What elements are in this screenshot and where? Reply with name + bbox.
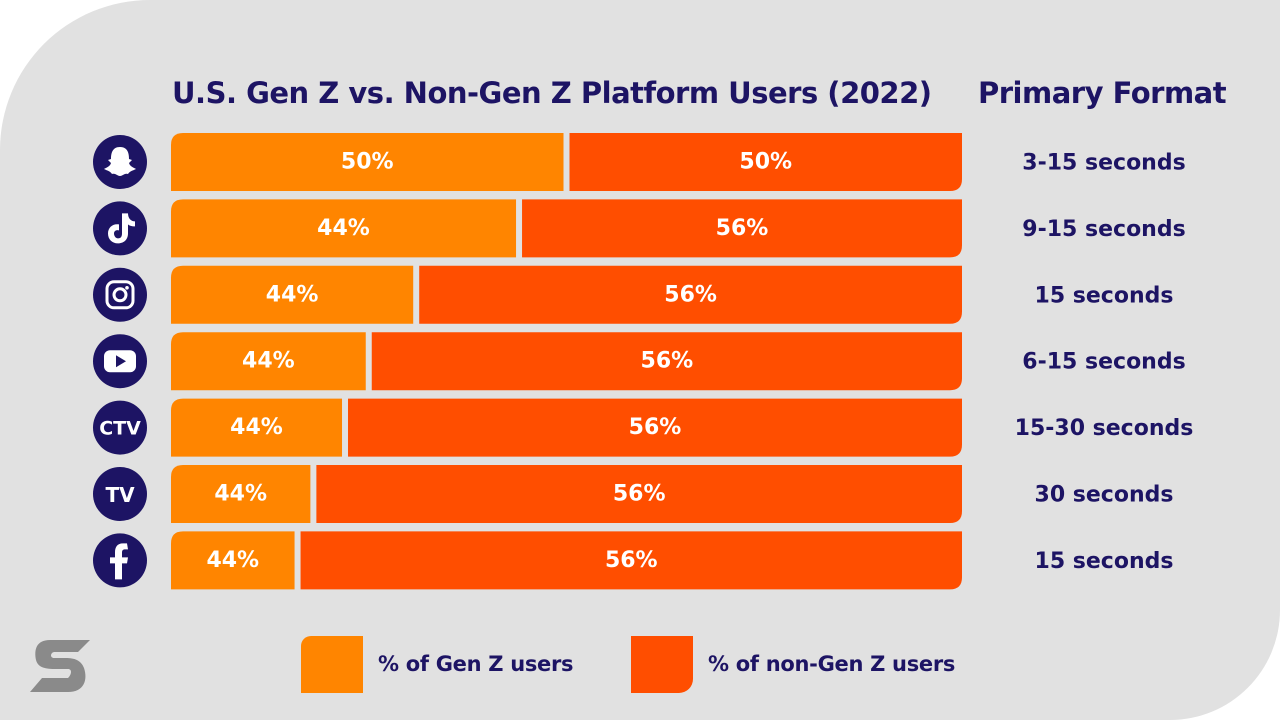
bar-label-gen-z: 44%	[206, 548, 259, 573]
legend-swatch-non-gen-z	[631, 636, 693, 693]
bar-gen-z-youtube	[171, 332, 366, 391]
youtube-play-icon	[116, 355, 126, 368]
bar-label-gen-z: 44%	[242, 349, 295, 374]
bar-label-non-gen-z: 50%	[739, 150, 792, 175]
bar-non-gen-z-ctv	[348, 398, 962, 457]
bar-non-gen-z-tiktok	[522, 199, 962, 258]
instagram-lens-icon	[112, 287, 128, 303]
bar-label-non-gen-z: 56%	[613, 482, 666, 507]
facebook-glyph-icon	[110, 543, 128, 580]
bar-gen-z-instagram	[171, 265, 414, 324]
snapchat-glyph-icon	[104, 147, 136, 176]
bar-label-non-gen-z: 56%	[629, 415, 682, 440]
primary-format-value: 15 seconds	[1035, 283, 1174, 308]
platform-icon-tv-icon	[93, 467, 147, 521]
primary-format-value: 3-15 seconds	[1022, 151, 1185, 176]
instagram-glyph-icon	[105, 280, 135, 310]
bar-label-non-gen-z: 56%	[716, 216, 769, 241]
bar-label-gen-z: 44%	[317, 216, 370, 241]
bar-label-gen-z: 50%	[341, 150, 394, 175]
legend-label-gen-z: % of Gen Z users	[378, 652, 574, 676]
primary-format-value: 15-30 seconds	[1015, 416, 1194, 441]
bar-gen-z-ctv	[171, 398, 343, 457]
instagram-dot-icon	[125, 286, 129, 290]
bar-gen-z-facebook	[171, 531, 295, 590]
bar-label-non-gen-z: 56%	[605, 548, 658, 573]
bar-non-gen-z-snapchat	[569, 133, 962, 191]
primary-format-header: Primary Format	[978, 76, 1227, 110]
platform-icon-instagram-icon	[93, 267, 147, 322]
bar-non-gen-z-tv	[316, 465, 962, 523]
bar-label-gen-z: 44%	[230, 415, 283, 440]
chart-title: U.S. Gen Z vs. Non-Gen Z Platform Users …	[172, 76, 932, 110]
tiktok-glyph-icon	[108, 213, 135, 244]
primary-format-value: 30 seconds	[1035, 483, 1174, 508]
primary-format-value: 6-15 seconds	[1022, 350, 1185, 375]
brand-logo-icon	[30, 640, 90, 692]
ctv-icon-label: CTV	[99, 418, 141, 440]
bar-label-non-gen-z: 56%	[664, 282, 717, 307]
platform-icon-ctv-icon	[93, 400, 147, 455]
bar-label-non-gen-z: 56%	[641, 349, 694, 374]
bar-non-gen-z-youtube	[371, 332, 962, 391]
bar-label-gen-z: 44%	[214, 482, 267, 507]
bar-label-gen-z: 44%	[266, 282, 319, 307]
legend-label-non-gen-z: % of non-Gen Z users	[708, 652, 956, 676]
bar-non-gen-z-instagram	[419, 265, 963, 324]
bar-gen-z-tiktok	[171, 199, 517, 258]
platform-icon-tiktok-icon	[93, 201, 147, 256]
bar-non-gen-z-facebook	[300, 531, 962, 590]
primary-format-value: 15 seconds	[1035, 549, 1174, 574]
bar-gen-z-snapchat	[171, 133, 564, 191]
bar-gen-z-tv	[171, 465, 311, 523]
primary-format-value: 9-15 seconds	[1022, 217, 1185, 242]
legend-swatch-gen-z	[301, 636, 363, 693]
tv-icon-label: TV	[105, 483, 135, 507]
